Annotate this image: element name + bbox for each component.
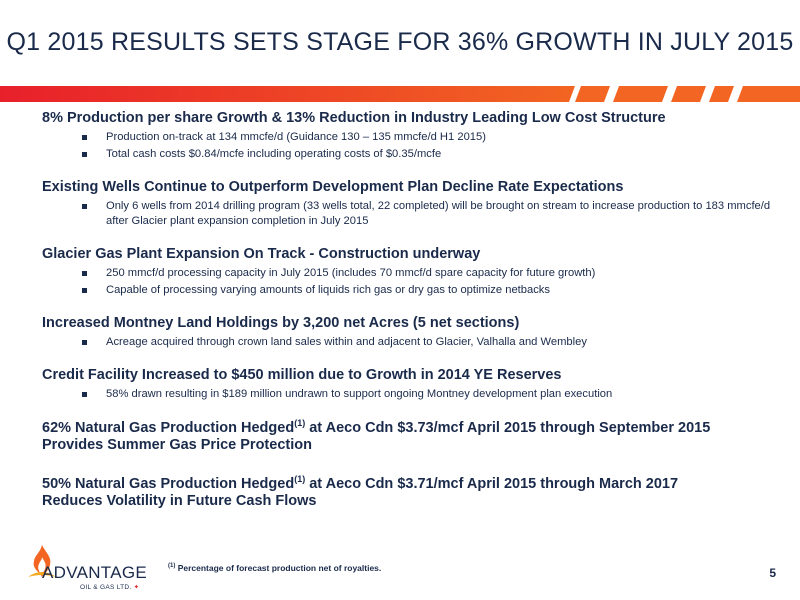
section-heading: Credit Facility Increased to $450 millio… <box>42 367 562 383</box>
footnote-marker: (1) <box>168 563 176 570</box>
logo-wordmark: ADVANTAGE <box>42 563 148 582</box>
bullet-list: 250 mmcf/d processing capacity in July 2… <box>42 266 782 298</box>
bullet-text: 250 mmcf/d processing capacity in July 2… <box>106 267 596 279</box>
bullet-text: Total cash costs $0.84/mcfe including op… <box>106 148 442 160</box>
hedge-text: 50% Natural Gas Production Hedged <box>42 476 295 492</box>
section-heading: Increased Montney Land Holdings by 3,200… <box>42 315 520 331</box>
footnote-marker: (1) <box>294 418 306 429</box>
bullet-text: Only 6 wells from 2014 drilling program … <box>106 200 771 227</box>
square-bullet-icon <box>82 340 87 345</box>
maple-leaf-icon: ✦ <box>133 584 140 591</box>
bullet-list: Acreage acquired through crown land sale… <box>42 335 782 350</box>
logo-subtitle-text: OIL & GAS LTD. <box>80 584 132 591</box>
bullet-text: Acreage acquired through crown land sale… <box>106 336 587 348</box>
hedge-heading: 62% Natural Gas Production Hedged(1) at … <box>42 418 782 437</box>
square-bullet-icon <box>82 152 87 157</box>
page-title: Q1 2015 RESULTS SETS STAGE FOR 36% GROWT… <box>6 28 794 56</box>
bullet-item: Only 6 wells from 2014 drilling program … <box>42 199 782 229</box>
section-heading: Existing Wells Continue to Outperform De… <box>42 179 624 195</box>
hedge-subheading: Provides Summer Gas Price Protection <box>42 437 312 453</box>
section-credit-facility: Credit Facility Increased to $450 millio… <box>42 367 782 402</box>
flame-icon <box>28 545 56 577</box>
square-bullet-icon <box>82 392 87 397</box>
section-existing-wells: Existing Wells Continue to Outperform De… <box>42 179 782 229</box>
hedge-subheading: Reduces Volatility in Future Cash Flows <box>42 493 317 509</box>
square-bullet-icon <box>82 135 87 140</box>
hedge-text: at Aeco Cdn $3.71/mcf April 2015 through… <box>305 476 679 492</box>
company-logo: ADVANTAGE OIL & GAS LTD. ✦ <box>22 543 152 595</box>
section-glacier: Glacier Gas Plant Expansion On Track - C… <box>42 246 782 298</box>
square-bullet-icon <box>82 288 87 293</box>
decorative-band <box>0 86 800 102</box>
bullet-item: Capable of processing varying amounts of… <box>42 283 782 298</box>
content-body: 8% Production per share Growth & 13% Red… <box>42 110 782 510</box>
section-land-holdings: Increased Montney Land Holdings by 3,200… <box>42 315 782 350</box>
square-bullet-icon <box>82 204 87 209</box>
bullet-item: Total cash costs $0.84/mcfe including op… <box>42 147 782 162</box>
section-heading: Glacier Gas Plant Expansion On Track - C… <box>42 246 481 262</box>
bullet-list: Production on-track at 134 mmcfe/d (Guid… <box>42 130 782 162</box>
bullet-item: 250 mmcf/d processing capacity in July 2… <box>42 266 782 281</box>
bullet-list: Only 6 wells from 2014 drilling program … <box>42 199 782 229</box>
hedge-heading: 50% Natural Gas Production Hedged(1) at … <box>42 474 782 493</box>
bullet-list: 58% drawn resulting in $189 million undr… <box>42 387 782 402</box>
hedge-text: at Aeco Cdn $3.73/mcf April 2015 through… <box>305 420 711 436</box>
section-production: 8% Production per share Growth & 13% Red… <box>42 110 782 162</box>
logo-subtitle: OIL & GAS LTD. ✦ <box>80 583 139 591</box>
bullet-text: Production on-track at 134 mmcfe/d (Guid… <box>106 131 486 143</box>
bullet-item: 58% drawn resulting in $189 million undr… <box>42 387 782 402</box>
footnote-text: Percentage of forecast production net of… <box>175 563 382 573</box>
page-number: 5 <box>769 566 776 580</box>
bullet-text: Capable of processing varying amounts of… <box>106 284 550 296</box>
footnote-marker: (1) <box>294 474 306 485</box>
footnote: (1) Percentage of forecast production ne… <box>168 563 381 573</box>
section-heading: 8% Production per share Growth & 13% Red… <box>42 110 666 126</box>
section-hedge-summer: 62% Natural Gas Production Hedged(1) at … <box>42 418 782 454</box>
hedge-text: 62% Natural Gas Production Hedged <box>42 420 295 436</box>
bullet-item: Acreage acquired through crown land sale… <box>42 335 782 350</box>
section-hedge-volatility: 50% Natural Gas Production Hedged(1) at … <box>42 474 782 510</box>
bullet-text: 58% drawn resulting in $189 million undr… <box>106 388 613 400</box>
square-bullet-icon <box>82 271 87 276</box>
bullet-item: Production on-track at 134 mmcfe/d (Guid… <box>42 130 782 145</box>
